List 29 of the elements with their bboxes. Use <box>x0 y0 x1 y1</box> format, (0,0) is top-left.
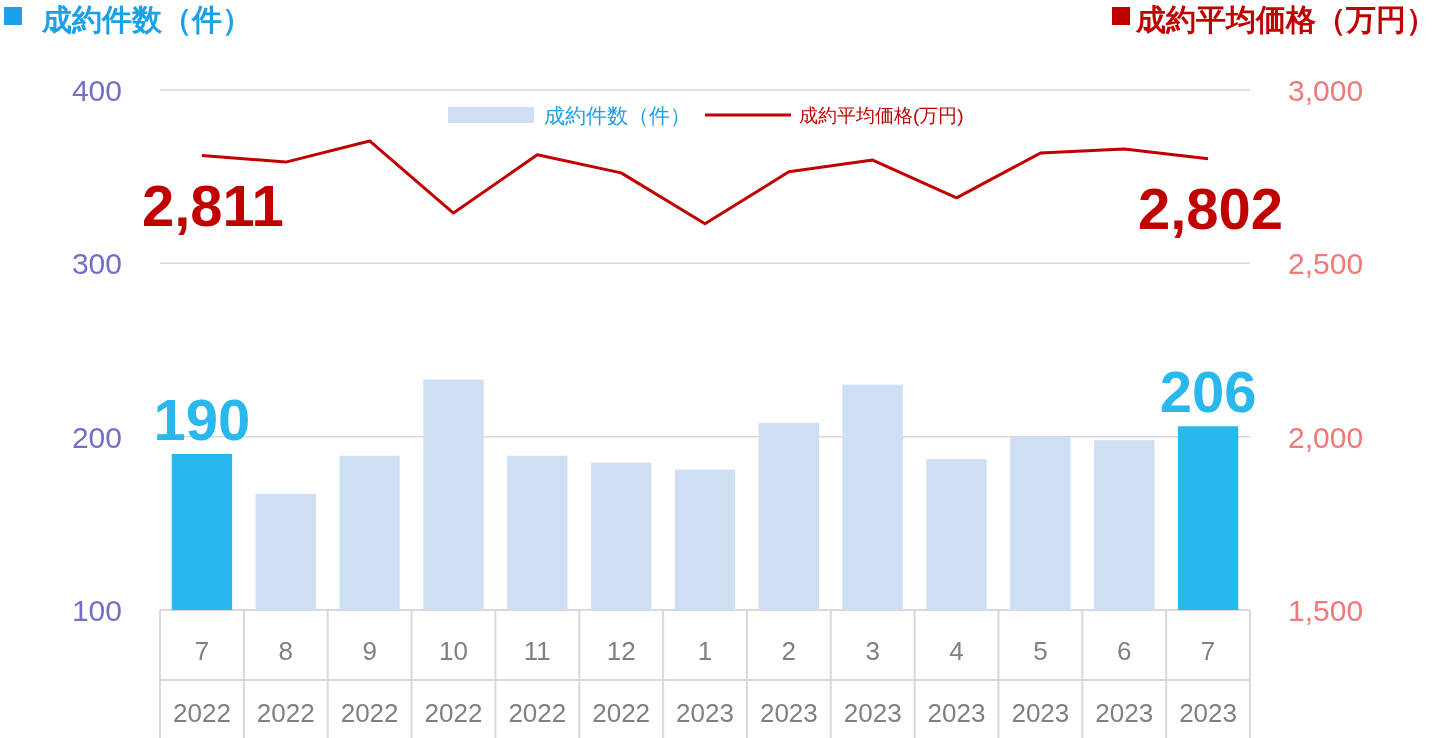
data-label: 206 <box>1159 359 1257 425</box>
category-label: 4 2023 <box>927 636 986 728</box>
data-label: 2,802 <box>1137 175 1284 241</box>
category-label: 8 2022 <box>256 636 315 728</box>
category-label: 6 2023 <box>1095 636 1154 728</box>
category-label: 11 2022 <box>508 636 567 728</box>
y-tick-label: 300 <box>71 247 122 281</box>
category-label: 10 2022 <box>424 636 483 728</box>
category-label: 3 2023 <box>843 636 902 728</box>
category-label: 12 2022 <box>592 636 651 728</box>
category-label: 1 2023 <box>676 636 734 728</box>
y2-tick-label: 2,000 <box>1288 420 1364 454</box>
y2-axis-title: 成約平均価格（万円） <box>1135 3 1436 36</box>
category-label: 7 2022 <box>173 636 231 728</box>
data-label: 190 <box>153 387 251 452</box>
y2-tick-label: 3,000 <box>1288 74 1364 107</box>
legend-label: 成約平均価格(万円) <box>799 105 964 126</box>
category-label: 7 2023 <box>1179 636 1237 728</box>
data-label: 2,811 <box>141 172 284 238</box>
y-axis-title: 成約件数（件） <box>41 3 252 36</box>
y2-tick-label: 1,500 <box>1288 594 1364 627</box>
legend-label: 成約件数（件） <box>544 104 691 127</box>
y-tick-label: 400 <box>71 74 122 107</box>
y-tick-label: 200 <box>71 420 122 454</box>
category-label: 9 2022 <box>340 636 399 728</box>
category-label: 5 2023 <box>1011 636 1070 728</box>
category-label: 2 2023 <box>759 636 818 728</box>
y2-tick-label: 2,500 <box>1288 247 1364 281</box>
y-tick-label: 100 <box>71 594 122 627</box>
